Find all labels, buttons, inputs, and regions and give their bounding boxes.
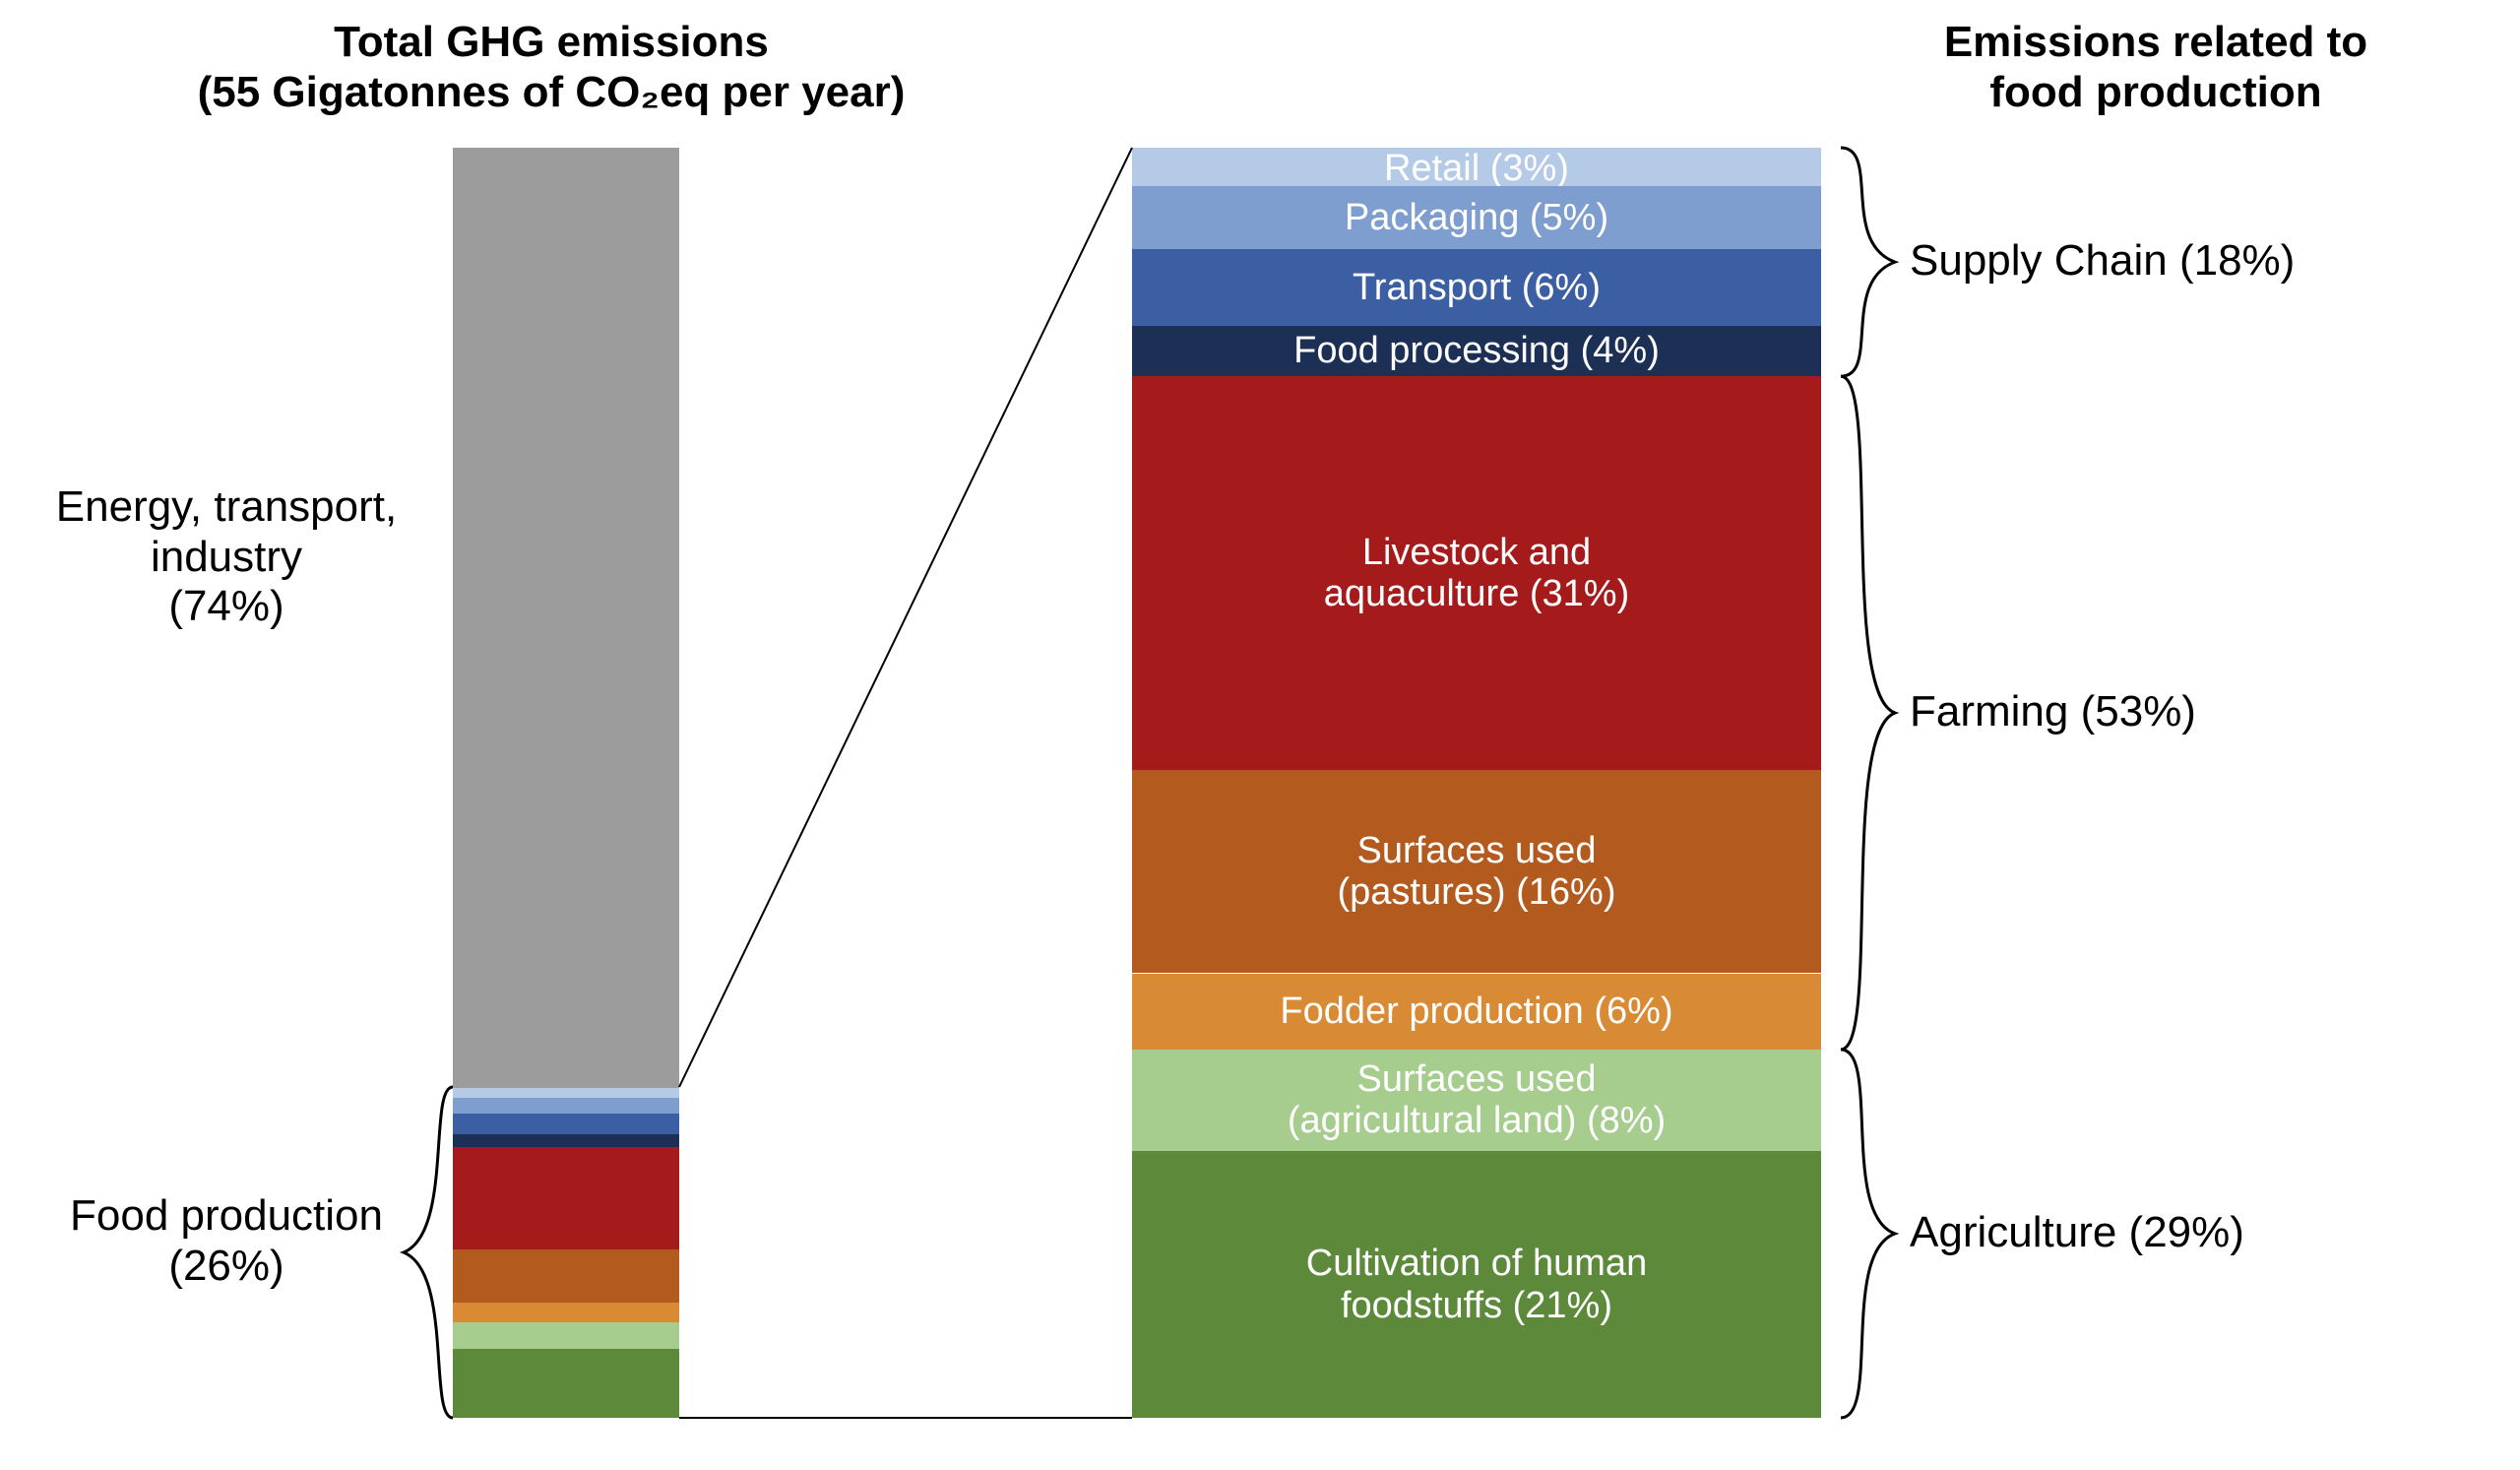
right-seg-label-surfaces-pastures: Surfaces used(pastures) (16%) [1132,830,1821,914]
left-chart-title-line1: Total GHG emissions [334,18,769,66]
left-seg-pastures-mini [453,1249,679,1303]
left-seg-agland-mini [453,1322,679,1349]
right-seg-label-retail: Retail (3%) [1132,148,1821,190]
left-seg-packaging-mini [453,1098,679,1115]
right-seg-label-cultivation-human-foodstuffs: Cultivation of humanfoodstuffs (21%) [1132,1243,1821,1326]
left-chart-title: Total GHG emissions (55 Gigatonnes of CO… [158,18,945,117]
left-category-label-food: Food production (26%) [30,1191,423,1291]
right-seg-label-transport: Transport (6%) [1132,267,1821,309]
right-seg-label-livestock-aquaculture: Livestock andaquaculture (31%) [1132,532,1821,615]
right-seg-label-packaging: Packaging (5%) [1132,197,1821,239]
right-chart-title-line1: Emissions related to [1944,18,2367,66]
chart-stage: Total GHG emissions (55 Gigatonnes of CO… [0,0,2520,1470]
right-seg-label-fodder-production: Fodder production (6%) [1132,991,1821,1033]
left-seg-cultivation-mini [453,1349,679,1418]
left-seg-energy-transport-industry [453,148,679,1088]
left-stacked-bar [453,148,679,1418]
left-seg-livestock-mini [453,1147,679,1249]
right-seg-livestock-aquaculture: Livestock andaquaculture (31%) [1132,376,1821,770]
left-seg-foodproc-mini [453,1134,679,1147]
right-seg-retail: Retail (3%) [1132,148,1821,186]
right-seg-surfaces-ag-land: Surfaces used(agricultural land) (8%) [1132,1050,1821,1151]
right-chart-title-line2: food production [1989,68,2321,116]
right-seg-label-food-processing: Food processing (4%) [1132,330,1821,372]
right-seg-cultivation-human-foodstuffs: Cultivation of humanfoodstuffs (21%) [1132,1151,1821,1418]
right-seg-food-processing: Food processing (4%) [1132,326,1821,377]
group-label-agriculture: Agriculture (29%) [1910,1208,2461,1257]
right-chart-title: Emissions related to food production [1841,18,2471,117]
left-seg-retail-mini [453,1088,679,1098]
right-seg-packaging: Packaging (5%) [1132,186,1821,250]
left-chart-title-line2: (55 Gigatonnes of CO₂eq per year) [198,68,906,116]
group-label-supply-chain: Supply Chain (18%) [1910,236,2461,286]
left-seg-transport-mini [453,1114,679,1133]
group-label-farming: Farming (53%) [1910,687,2461,736]
left-seg-fodder-mini [453,1303,679,1322]
right-seg-transport: Transport (6%) [1132,249,1821,325]
left-category-label-energy: Energy, transport, industry (74%) [30,482,423,632]
right-seg-surfaces-pastures: Surfaces used(pastures) (16%) [1132,770,1821,973]
right-stacked-bar: Retail (3%) Packaging (5%) Transport (6%) F… [1132,148,1821,1418]
right-seg-fodder-production: Fodder production (6%) [1132,974,1821,1050]
right-seg-label-surfaces-ag-land: Surfaces used(agricultural land) (8%) [1132,1058,1821,1142]
